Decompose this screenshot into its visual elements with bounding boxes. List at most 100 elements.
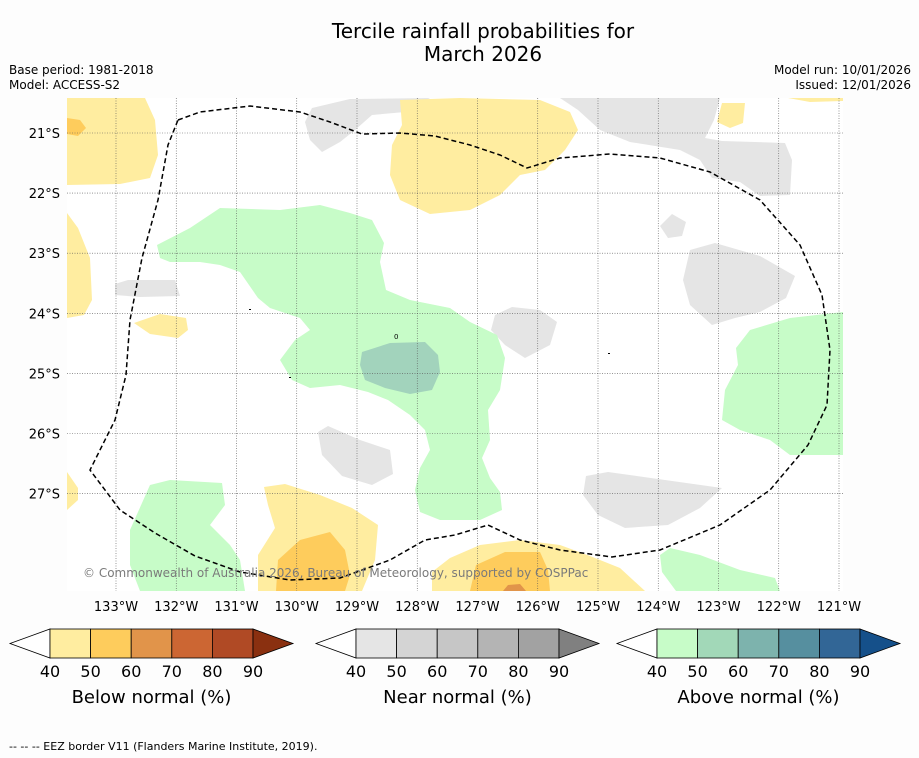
below-normal-region <box>717 103 745 128</box>
colorbar-min-extend <box>314 628 357 659</box>
colorbar-above: 40 50 60 70 80 90 Above normal (%) <box>615 628 902 708</box>
below-normal-region <box>67 213 92 318</box>
latitude-label: 25°S <box>29 367 60 382</box>
colorbar-tick-label: 40 <box>40 662 60 681</box>
colorbar-tick-label: 80 <box>202 662 222 681</box>
colorbar-segment <box>518 628 560 659</box>
colorbar-segment <box>737 628 780 659</box>
above-normal-50-regions <box>360 342 440 394</box>
map-panel: 0 © Commonwealth of Australia 2026, Bure… <box>67 98 843 591</box>
colorbar-tick-label: 40 <box>647 662 667 681</box>
footnote: -- -- -- EEZ border V11 (Flanders Marine… <box>9 740 318 753</box>
below-normal-region <box>390 98 578 214</box>
latitude-label: 21°S <box>29 127 60 142</box>
longitude-labels: 133°W 132°W 131°W 130°W 129°W 128°W 127°W 126°W… <box>94 600 861 615</box>
colorbar-near: 40 50 60 70 80 90 Near normal (%) <box>314 628 601 708</box>
marker <box>608 353 610 354</box>
colorbar-tick-label: 70 <box>468 662 488 681</box>
longitude-label: 123°W <box>696 600 740 615</box>
colorbar-max-extend <box>252 628 295 659</box>
near-normal-region <box>583 472 722 528</box>
colorbar-segment <box>396 628 438 659</box>
colorbar-tick-label: 60 <box>121 662 141 681</box>
colorbar-segment <box>211 628 254 659</box>
below-normal-60-region <box>503 584 526 591</box>
colorbar-max-extend <box>558 628 601 659</box>
latitude-label: 26°S <box>29 428 60 443</box>
above-normal-region <box>157 205 505 520</box>
latitude-label: 23°S <box>29 247 60 262</box>
longitude-label: 124°W <box>636 600 680 615</box>
colorbar-segment <box>49 628 91 659</box>
below-normal-region <box>788 98 843 102</box>
near-normal-region <box>318 426 393 485</box>
near-normal-regions <box>115 98 795 528</box>
below-normal-50-region <box>470 552 550 591</box>
latitude-labels: 21°S 22°S 23°S 24°S 25°S 26°S 27°S <box>29 127 60 503</box>
longitude-label: 132°W <box>154 600 198 615</box>
longitude-label: 130°W <box>275 600 319 615</box>
longitude-label: 127°W <box>455 600 499 615</box>
colorbar-tick-label: 80 <box>809 662 829 681</box>
near-normal-region <box>491 307 557 358</box>
colorbar-tick-label: 50 <box>80 662 100 681</box>
colorbar-min-extend <box>615 628 658 659</box>
meta-left: Base period: 1981-2018 Model: ACCESS-S2 <box>9 63 154 93</box>
meta-right: Model run: 10/01/2026 Issued: 12/01/2026 <box>774 63 911 93</box>
colorbar-tick-label: 50 <box>687 662 707 681</box>
below-normal-50-region <box>276 532 350 591</box>
small-markers: 0 <box>249 309 610 378</box>
marker <box>249 309 251 310</box>
below-normal-50-region <box>67 118 86 136</box>
colorbar-tick-label: 60 <box>728 662 748 681</box>
below-normal-50-regions <box>67 118 550 591</box>
chart-title: Tercile rainfall probabilities for March… <box>0 20 919 66</box>
longitude-label: 121°W <box>817 600 861 615</box>
colorbar-segment <box>436 628 479 659</box>
colorbar-tick-label: 70 <box>769 662 789 681</box>
latitude-label: 24°S <box>29 307 60 322</box>
title-line-1: Tercile rainfall probabilities for <box>331 19 635 43</box>
colorbar-tick-label: 60 <box>427 662 447 681</box>
longitude-label: 129°W <box>335 600 379 615</box>
colorbar-tick-label: 80 <box>508 662 528 681</box>
colorbar-segment <box>90 628 132 659</box>
colorbar-below: 40 50 60 70 80 90 Below normal (%) <box>8 628 295 708</box>
copyright-text: © Commonwealth of Australia 2026, Bureau… <box>83 566 588 580</box>
colorbar-segment <box>778 628 820 659</box>
latitude-label: 22°S <box>29 187 60 202</box>
below-normal-region <box>67 472 78 510</box>
near-normal-region <box>560 98 792 196</box>
longitude-label: 125°W <box>576 600 620 615</box>
model-run-label: Model run: 10/01/2026 <box>773 63 911 77</box>
above-normal-region <box>722 312 843 455</box>
colorbar-segment <box>171 628 213 659</box>
base-period-label: Base period: 1981-2018 <box>9 63 154 77</box>
longitude-label: 133°W <box>94 600 138 615</box>
title-line-2: March 2026 <box>423 42 543 66</box>
colorbar-tick-label: 70 <box>162 662 182 681</box>
below-normal-regions <box>67 98 843 591</box>
colorbar-tick-label: 50 <box>386 662 406 681</box>
colorbar-tick-label: 40 <box>346 662 366 681</box>
longitude-label: 126°W <box>516 600 560 615</box>
colorbar-min-extend <box>8 628 51 659</box>
above-normal-region <box>660 548 780 591</box>
colorbar-segment <box>656 628 698 659</box>
colorbar-tick-label: 90 <box>549 662 569 681</box>
longitude-label: 122°W <box>757 600 801 615</box>
gridlines <box>67 98 843 591</box>
above-normal-regions <box>130 205 843 591</box>
near-normal-region <box>660 214 686 238</box>
colorbar-segment <box>477 628 519 659</box>
colorbars: 40 50 60 70 80 90 Below normal (%) 40 50 60 70 80 90… <box>8 628 902 708</box>
near-normal-region <box>115 280 180 297</box>
near-normal-region <box>683 243 795 325</box>
colorbar-segment <box>697 628 739 659</box>
colorbar-tick-label: 90 <box>243 662 263 681</box>
colorbar-max-extend <box>859 628 902 659</box>
above-normal-50-region <box>360 342 440 394</box>
longitude-label: 128°W <box>395 600 439 615</box>
issued-label: Issued: 12/01/2026 <box>795 78 911 92</box>
